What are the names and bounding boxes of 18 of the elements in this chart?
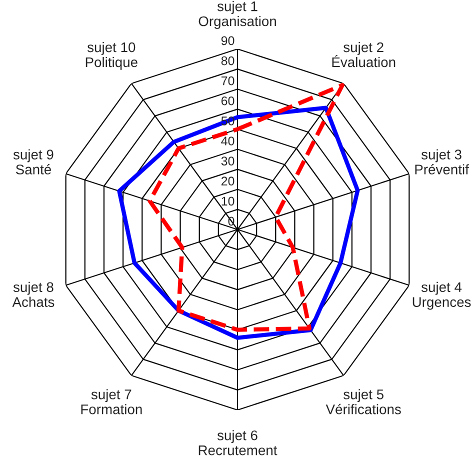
y-tick-label: 20	[221, 176, 234, 186]
spoke-label: sujet 1 Organisation	[198, 1, 276, 29]
spoke-label: sujet 9 Santé	[13, 149, 54, 174]
y-tick-label: 30	[221, 156, 234, 166]
y-tick-label: 60	[221, 96, 234, 106]
y-tick-label: 70	[221, 76, 234, 86]
y-tick-label: 90	[221, 36, 234, 46]
y-tick-label: 80	[221, 56, 234, 66]
spoke-label: sujet 4 Urgences	[412, 282, 471, 310]
spoke-label: sujet 7 Formation	[81, 389, 142, 414]
spoke-label: sujet 10 Politique	[86, 42, 138, 70]
spoke-label: sujet 2 Évaluation	[332, 42, 396, 68]
spoke-label: sujet 6 Recrutement	[198, 430, 278, 456]
y-tick-label: 10	[222, 196, 234, 206]
spoke-label: sujet 5 Vérifications	[326, 389, 401, 414]
spoke-label: sujet 8 Achats	[12, 282, 54, 307]
y-tick-label: 40	[221, 136, 234, 146]
spoke-label: sujet 3 Préventif	[415, 149, 469, 174]
